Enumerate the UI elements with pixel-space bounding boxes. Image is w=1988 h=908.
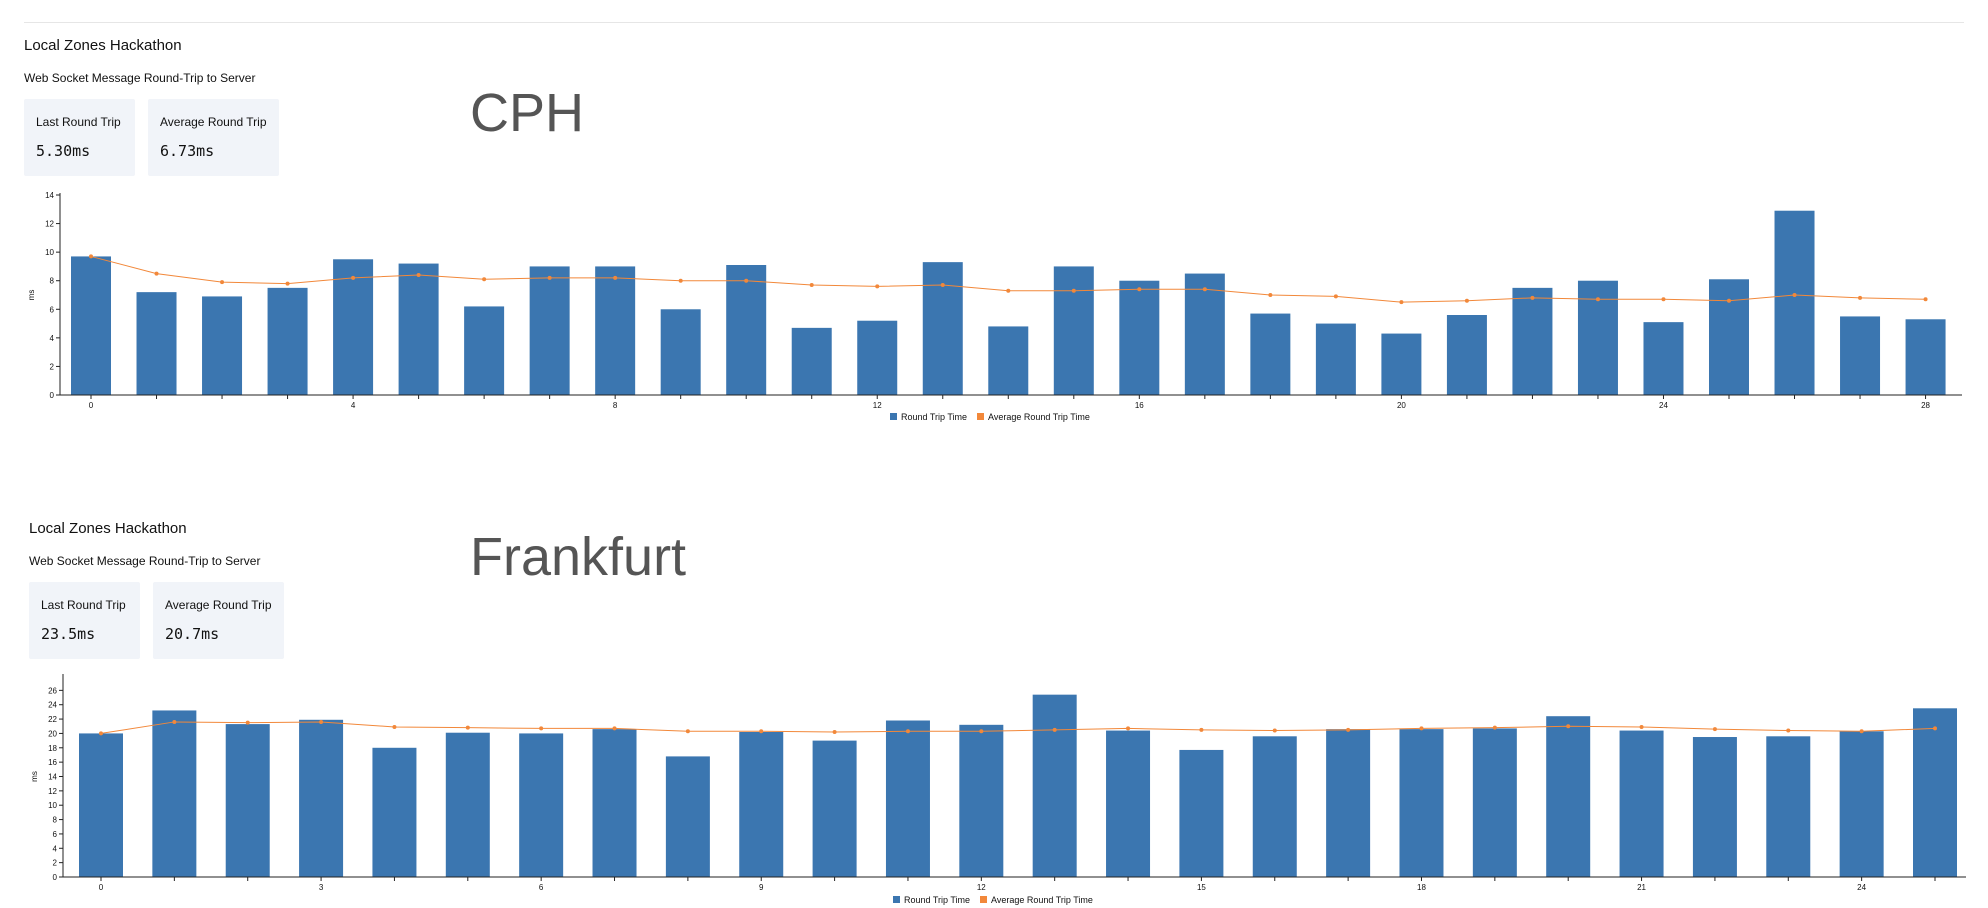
average-point: [1273, 729, 1277, 733]
bar: [1326, 729, 1370, 877]
y-tick-label: 14: [48, 773, 57, 782]
bar: [593, 729, 637, 877]
y-tick-label: 8: [53, 816, 58, 825]
y-tick-label: 10: [48, 801, 57, 810]
y-tick-label: 4: [53, 844, 58, 853]
x-tick-label: 18: [1417, 883, 1426, 892]
legend-swatch-round-trip: [893, 896, 900, 903]
y-tick-label: 20: [48, 729, 57, 738]
bar: [813, 741, 857, 877]
average-point: [99, 731, 103, 735]
x-tick-label: 21: [1637, 883, 1646, 892]
average-point: [1786, 729, 1790, 733]
bar: [1546, 716, 1590, 877]
average-point: [1640, 725, 1644, 729]
average-point: [833, 730, 837, 734]
average-point: [1860, 729, 1864, 733]
x-tick-label: 3: [319, 883, 324, 892]
average-point: [906, 729, 910, 733]
average-point: [1199, 728, 1203, 732]
y-tick-label: 16: [48, 758, 57, 767]
y-tick-label: 24: [48, 701, 57, 710]
average-point: [759, 729, 763, 733]
x-tick-label: 15: [1197, 883, 1206, 892]
x-tick-label: 9: [759, 883, 764, 892]
bar: [446, 733, 490, 877]
y-tick-label: 12: [48, 787, 57, 796]
bar: [372, 748, 416, 877]
bar: [959, 725, 1003, 877]
bar: [152, 710, 196, 877]
bar: [666, 756, 710, 877]
bar: [79, 733, 123, 877]
bar: [1253, 736, 1297, 877]
average-point: [246, 721, 250, 725]
legend-swatch-average: [980, 896, 987, 903]
bar: [1106, 731, 1150, 877]
average-point: [1346, 728, 1350, 732]
bar: [1620, 731, 1664, 877]
bar: [1693, 737, 1737, 877]
x-tick-label: 0: [99, 883, 104, 892]
x-tick-label: 12: [977, 883, 986, 892]
y-tick-label: 18: [48, 744, 57, 753]
bar: [886, 721, 930, 877]
y-axis-label: ms: [30, 771, 39, 782]
bar: [1399, 729, 1443, 877]
y-tick-label: 0: [53, 873, 58, 882]
bar: [1473, 728, 1517, 877]
average-point: [1053, 728, 1057, 732]
average-point: [392, 725, 396, 729]
average-point: [1933, 726, 1937, 730]
average-point: [466, 726, 470, 730]
bar: [226, 724, 270, 877]
bar: [1766, 736, 1810, 877]
bar: [739, 732, 783, 877]
y-tick-label: 22: [48, 715, 57, 724]
bar: [519, 733, 563, 877]
average-point: [1419, 726, 1423, 730]
y-tick-label: 2: [53, 859, 58, 868]
legend-label-average: Average Round Trip Time: [991, 895, 1093, 905]
average-point: [979, 729, 983, 733]
average-point: [1713, 727, 1717, 731]
average-point: [613, 726, 617, 730]
average-point: [172, 720, 176, 724]
average-point: [539, 726, 543, 730]
bar: [1840, 731, 1884, 877]
y-tick-label: 26: [48, 686, 57, 695]
x-tick-label: 6: [539, 883, 544, 892]
average-point: [1126, 726, 1130, 730]
x-tick-label: 24: [1857, 883, 1866, 892]
bar: [1033, 695, 1077, 877]
average-point: [1566, 724, 1570, 728]
average-point: [319, 720, 323, 724]
y-tick-label: 6: [53, 830, 58, 839]
bar: [1913, 708, 1957, 877]
bar: [299, 720, 343, 877]
legend-label-round-trip: Round Trip Time: [904, 895, 970, 905]
average-point: [686, 729, 690, 733]
average-point: [1493, 726, 1497, 730]
bar: [1179, 750, 1223, 877]
